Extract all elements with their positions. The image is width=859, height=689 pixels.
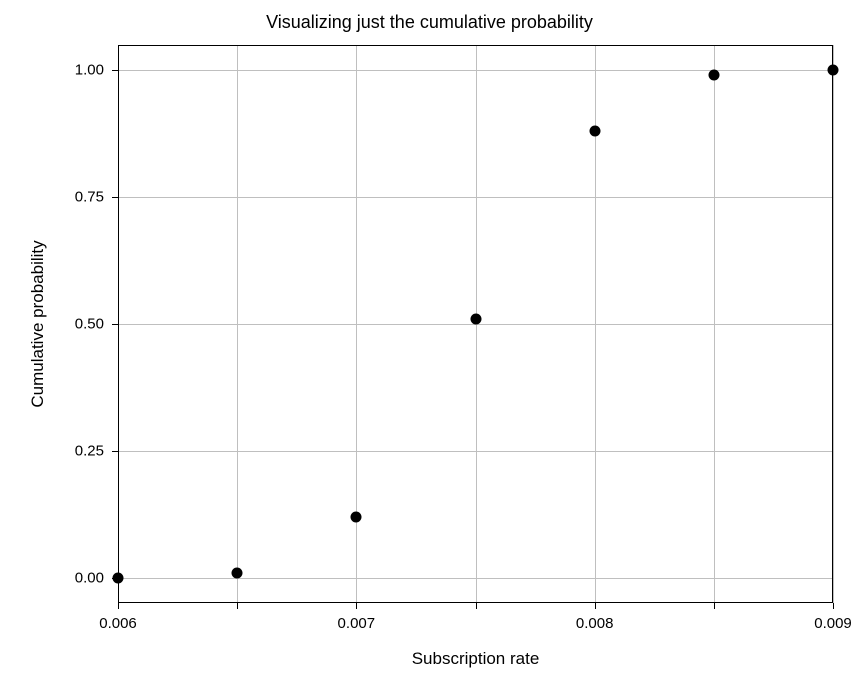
plot-border [118, 45, 833, 603]
x-tick [714, 603, 715, 609]
y-tick [112, 451, 118, 452]
y-tick-label: 0.50 [75, 316, 104, 333]
x-tick [237, 603, 238, 609]
y-tick-label: 0.75 [75, 189, 104, 206]
x-tick [356, 603, 357, 609]
x-tick-label: 0.009 [814, 615, 852, 632]
chart-title: Visualizing just the cumulative probabil… [0, 12, 859, 33]
y-tick [112, 70, 118, 71]
figure: Visualizing just the cumulative probabil… [0, 0, 859, 689]
gridline-vertical [833, 45, 834, 603]
x-tick-label: 0.008 [576, 615, 614, 632]
y-axis-label: Cumulative probability [28, 45, 48, 603]
x-tick [595, 603, 596, 609]
plot-area [118, 45, 833, 603]
y-tick-label: 0.00 [75, 569, 104, 586]
y-tick [112, 324, 118, 325]
x-tick [118, 603, 119, 609]
x-tick-label: 0.006 [99, 615, 137, 632]
y-tick [112, 197, 118, 198]
x-tick-label: 0.007 [338, 615, 376, 632]
x-tick [476, 603, 477, 609]
y-tick-label: 0.25 [75, 442, 104, 459]
y-tick [112, 578, 118, 579]
x-tick [833, 603, 834, 609]
x-axis-label: Subscription rate [118, 649, 833, 669]
y-tick-label: 1.00 [75, 62, 104, 79]
